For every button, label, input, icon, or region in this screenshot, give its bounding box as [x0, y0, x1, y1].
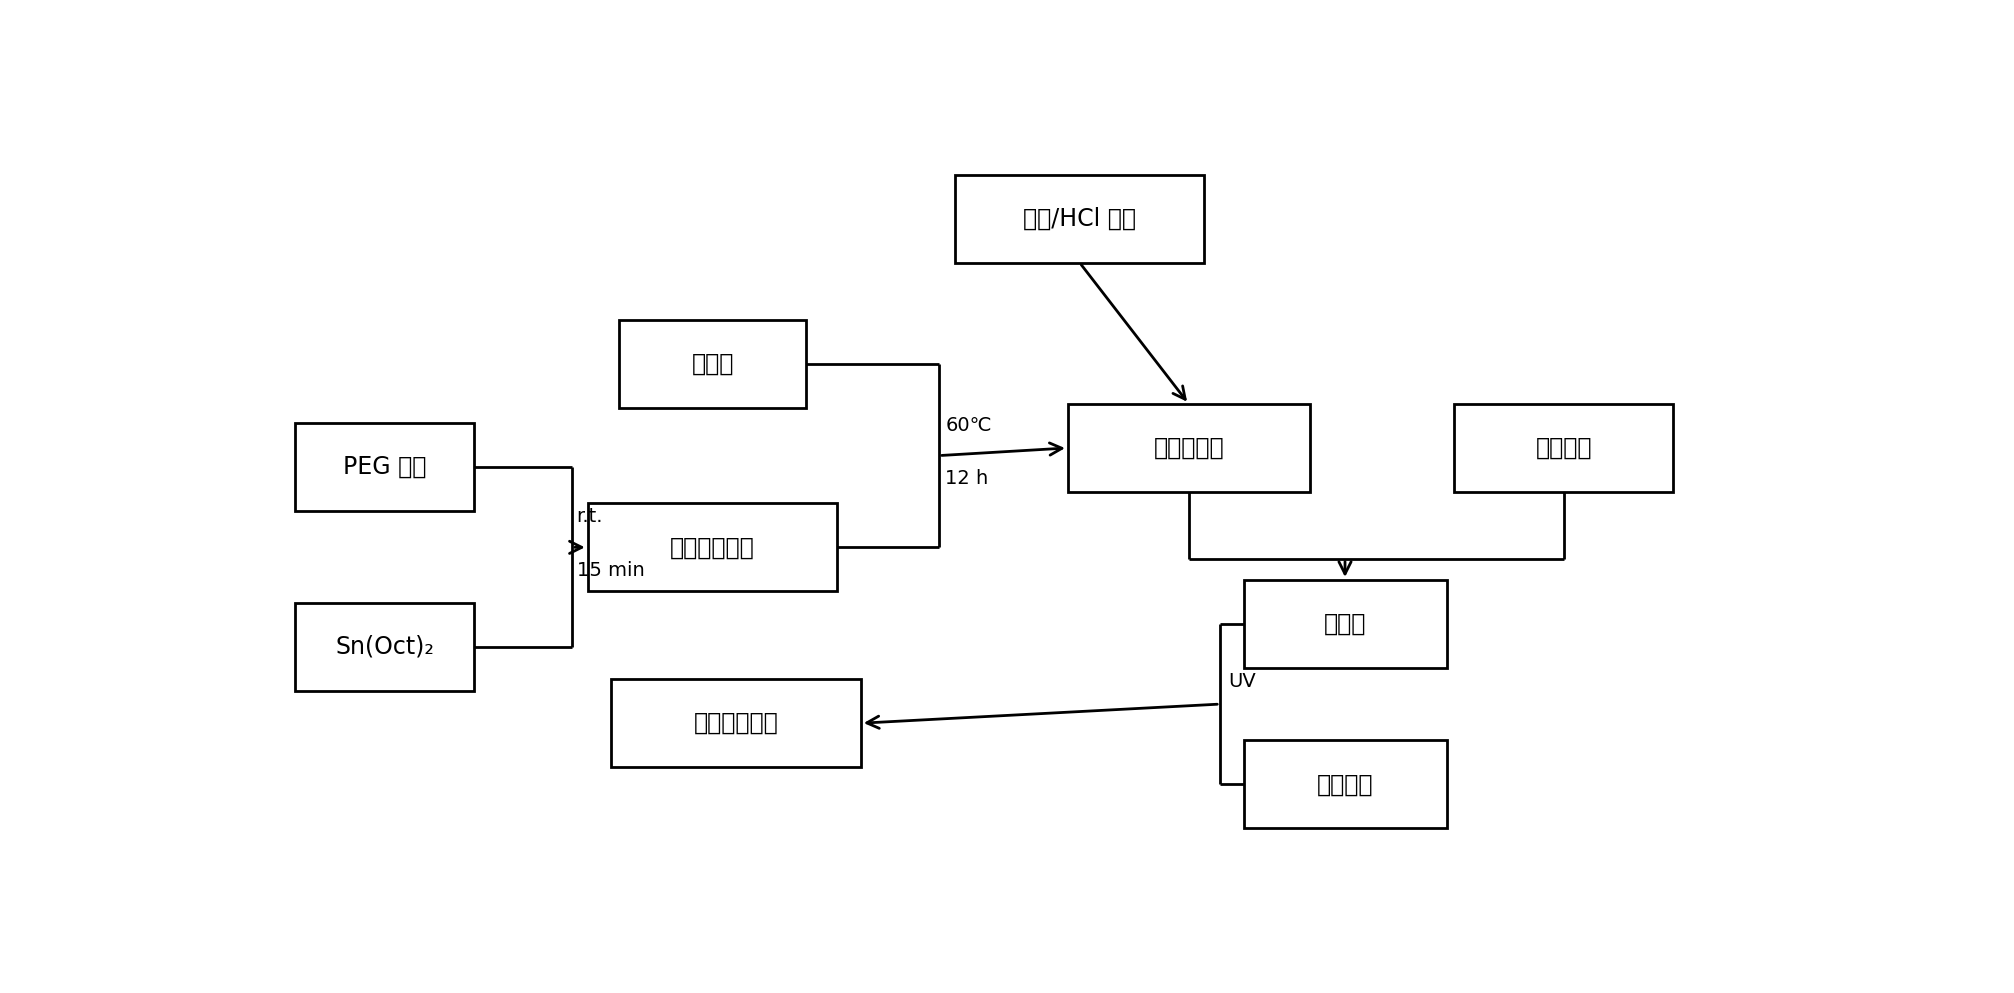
Text: 预聚物: 预聚物 — [1323, 612, 1365, 636]
Text: 丙烯酰氯: 丙烯酰氯 — [1535, 436, 1591, 460]
Text: Sn(Oct)₂: Sn(Oct)₂ — [334, 635, 433, 658]
Text: 12 h: 12 h — [945, 469, 989, 488]
FancyBboxPatch shape — [618, 320, 806, 408]
Text: 光引发剑: 光引发剑 — [1315, 773, 1374, 796]
Text: UV: UV — [1227, 671, 1255, 691]
Text: 15 min: 15 min — [576, 561, 644, 580]
Text: 大分子引发剑: 大分子引发剑 — [671, 535, 755, 559]
Text: 嵌段聚合物: 嵌段聚合物 — [1152, 436, 1225, 460]
FancyBboxPatch shape — [1454, 404, 1672, 492]
FancyBboxPatch shape — [1243, 741, 1446, 828]
Text: r.t.: r.t. — [576, 507, 602, 526]
Text: 酒精/HCl 沉淠: 酒精/HCl 沉淠 — [1023, 207, 1136, 230]
FancyBboxPatch shape — [294, 603, 473, 691]
FancyBboxPatch shape — [610, 679, 860, 768]
FancyBboxPatch shape — [588, 503, 838, 591]
Text: 己内酯: 己内酯 — [691, 352, 733, 375]
FancyBboxPatch shape — [1067, 404, 1309, 492]
Text: 60℃: 60℃ — [945, 415, 991, 435]
Text: 固化后的树脂: 固化后的树脂 — [693, 711, 777, 735]
FancyBboxPatch shape — [294, 423, 473, 511]
Text: PEG 除水: PEG 除水 — [342, 455, 427, 479]
FancyBboxPatch shape — [955, 175, 1204, 262]
FancyBboxPatch shape — [1243, 580, 1446, 667]
